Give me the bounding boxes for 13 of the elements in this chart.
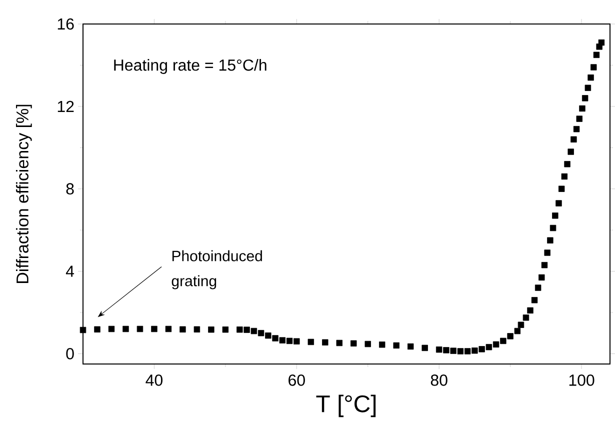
y-axis-title: Diffraction efficiency [%] [16,104,32,283]
y-tick-label: 12 [58,100,74,112]
x-axis-title: T [°C] [316,394,376,418]
x-tick-label: 60 [288,374,305,386]
y-tick-label: 4 [66,266,74,277]
y-tick-label: 0 [66,348,74,360]
x-tick-label: 40 [146,374,162,386]
annotation: Photoinduced grating [172,250,262,290]
x-tick-label: 80 [430,374,448,386]
y-tick-label: 8 [66,183,74,195]
annotation: Heating rate = 15°C/h [114,59,266,74]
x-tick-label: 100 [569,374,594,386]
y-tick-label: 16 [58,18,74,30]
